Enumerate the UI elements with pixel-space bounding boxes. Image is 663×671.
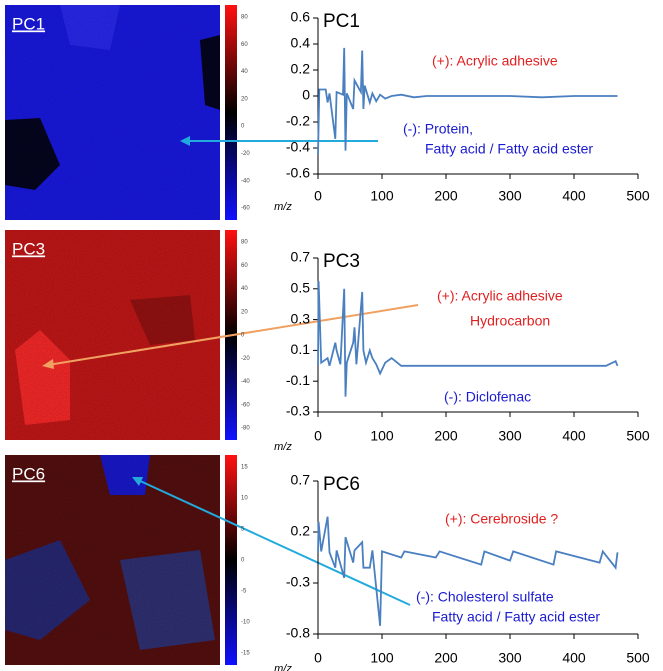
arrow <box>47 304 419 366</box>
chart-title: PC6 <box>323 474 360 495</box>
y-tick-label: 0.7 <box>291 249 311 265</box>
y-tick-label: 0.6 <box>291 9 311 25</box>
annotation: (+): Acrylic adhesive <box>437 288 563 304</box>
x-tick-label: 100 <box>370 650 394 666</box>
x-axis-label: m/z <box>274 201 292 213</box>
annotation: Fatty acid / Fatty acid ester <box>432 609 600 625</box>
y-tick-label: -0.1 <box>286 372 310 388</box>
colorbar-tick: 0 <box>241 124 245 130</box>
y-tick-label: 0.4 <box>291 35 311 51</box>
x-tick-label: 200 <box>434 428 458 444</box>
arrowhead <box>132 477 143 486</box>
y-tick-label: 0 <box>302 87 310 103</box>
y-tick-label: -0.3 <box>286 574 310 590</box>
arrowhead <box>42 359 54 369</box>
y-tick-label: 0.7 <box>291 472 311 488</box>
x-tick-label: 400 <box>562 650 586 666</box>
map-label: PC6 <box>12 464 45 483</box>
texture <box>5 5 220 220</box>
y-tick-label: 0.5 <box>291 280 311 296</box>
colorbar-tick: 0 <box>241 558 245 564</box>
x-axis-label: m/z <box>274 663 292 671</box>
colorbar <box>225 455 237 665</box>
score-map <box>5 5 237 220</box>
y-tick-label: -0.3 <box>286 403 310 419</box>
colorbar-tick: -40 <box>241 379 250 385</box>
colorbar-tick: 60 <box>241 42 248 48</box>
colorbar-tick: 40 <box>241 286 248 292</box>
annotation: (-): Diclofenac <box>444 389 531 405</box>
y-tick-label: -0.6 <box>286 165 310 181</box>
colorbar-tick: 40 <box>241 69 248 75</box>
colorbar-tick: -60 <box>241 402 250 408</box>
x-tick-label: 0 <box>314 428 322 444</box>
map-label: PC3 <box>12 239 45 258</box>
score-map <box>5 455 237 665</box>
x-tick-label: 300 <box>498 188 522 204</box>
colorbar-tick: 20 <box>241 96 248 102</box>
x-tick-label: 200 <box>434 650 458 666</box>
x-tick-label: 100 <box>370 428 394 444</box>
x-tick-label: 300 <box>498 428 522 444</box>
y-tick-label: 0.1 <box>291 341 311 357</box>
colorbar-tick: -20 <box>241 151 250 157</box>
texture <box>5 455 220 665</box>
annotation: Fatty acid / Fatty acid ester <box>425 141 593 157</box>
colorbar-tick: 60 <box>241 263 248 269</box>
x-tick-label: 200 <box>434 188 458 204</box>
colorbar-tick: -40 <box>241 178 250 184</box>
y-tick-label: 0.3 <box>291 310 311 326</box>
colorbar-tick: 80 <box>241 240 248 246</box>
x-tick-label: 400 <box>562 428 586 444</box>
x-tick-label: 100 <box>370 188 394 204</box>
annotation: (+): Cerebroside ? <box>445 511 558 527</box>
texture <box>5 230 220 440</box>
chart-title: PC3 <box>323 251 360 272</box>
x-tick-label: 400 <box>562 188 586 204</box>
y-tick-label: 0.2 <box>291 61 311 77</box>
x-axis-label: m/z <box>274 441 292 453</box>
annotation: (-): Protein, <box>403 121 473 137</box>
colorbar-tick: 15 <box>241 465 248 471</box>
colorbar-tick: 0 <box>241 333 245 339</box>
colorbar-tick: -15 <box>241 651 250 657</box>
annotation: (+): Acrylic adhesive <box>432 53 558 69</box>
colorbar <box>225 5 237 220</box>
colorbar-tick: -5 <box>241 589 247 595</box>
x-tick-label: 500 <box>626 650 650 666</box>
map-label: PC1 <box>12 14 45 33</box>
annotation: (-): Cholesterol sulfate <box>416 589 554 605</box>
colorbar-tick: 20 <box>241 309 248 315</box>
spectrum-line <box>317 47 618 155</box>
spectrum-line <box>317 281 619 397</box>
colorbar-tick: -80 <box>241 426 250 432</box>
x-tick-label: 0 <box>314 188 322 204</box>
x-tick-label: 0 <box>314 650 322 666</box>
spectrum-line <box>317 516 619 626</box>
colorbar-tick: -20 <box>241 356 250 362</box>
y-tick-label: -0.8 <box>286 625 310 641</box>
colorbar-tick: -10 <box>241 620 250 626</box>
colorbar-tick: -60 <box>241 206 250 212</box>
annotation: Hydrocarbon <box>470 313 550 329</box>
colorbar-tick: 10 <box>241 496 248 502</box>
x-tick-label: 300 <box>498 650 522 666</box>
y-tick-label: 0.2 <box>291 523 311 539</box>
arrowhead <box>180 136 190 146</box>
chart-title: PC1 <box>323 11 360 32</box>
x-tick-label: 500 <box>626 188 650 204</box>
colorbar-tick: 5 <box>241 527 245 533</box>
x-tick-label: 500 <box>626 428 650 444</box>
colorbar-tick: 80 <box>241 15 248 21</box>
arrow <box>137 479 411 606</box>
y-tick-label: -0.4 <box>286 139 310 155</box>
score-map <box>5 230 237 440</box>
y-tick-label: -0.2 <box>286 113 310 129</box>
